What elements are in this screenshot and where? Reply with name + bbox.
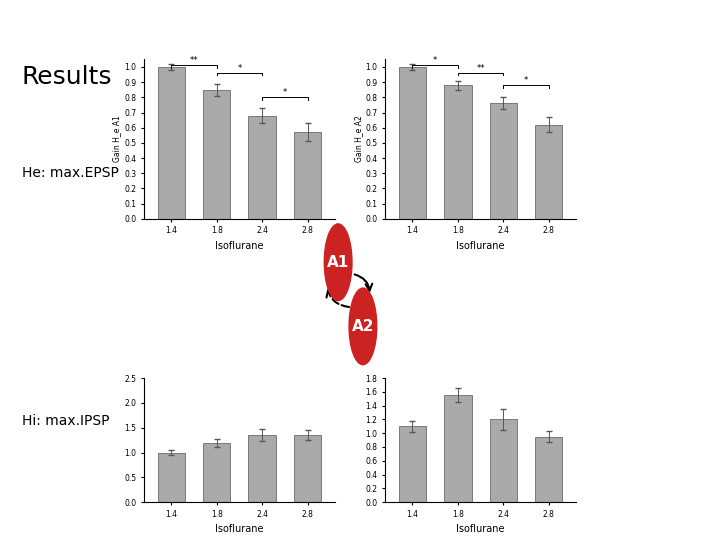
- Bar: [203, 90, 230, 219]
- Bar: [490, 420, 517, 502]
- Bar: [444, 395, 472, 502]
- Text: A2: A2: [351, 319, 374, 334]
- Text: Hi: max.IPSP: Hi: max.IPSP: [22, 414, 109, 428]
- Ellipse shape: [324, 224, 352, 301]
- Text: Results: Results: [22, 65, 112, 89]
- Bar: [490, 103, 517, 219]
- Text: *: *: [238, 64, 241, 72]
- X-axis label: Isoflurane: Isoflurane: [456, 524, 505, 535]
- Ellipse shape: [349, 288, 377, 364]
- FancyArrowPatch shape: [355, 274, 372, 291]
- Text: **: **: [477, 64, 485, 72]
- Bar: [294, 132, 321, 219]
- Text: ♖UCL: ♖UCL: [621, 8, 698, 32]
- Bar: [399, 67, 426, 219]
- Bar: [248, 116, 276, 219]
- Text: **: **: [190, 56, 198, 65]
- Bar: [535, 125, 562, 219]
- Bar: [158, 67, 185, 219]
- Bar: [203, 443, 230, 502]
- X-axis label: Isoflurane: Isoflurane: [215, 524, 264, 535]
- Bar: [535, 437, 562, 502]
- X-axis label: Isoflurane: Isoflurane: [456, 241, 505, 251]
- Text: *: *: [283, 88, 287, 97]
- Bar: [248, 435, 276, 502]
- Bar: [158, 453, 185, 502]
- X-axis label: Isoflurane: Isoflurane: [215, 241, 264, 251]
- Text: A1: A1: [327, 255, 349, 269]
- Y-axis label: Gain H_e A2: Gain H_e A2: [354, 116, 363, 163]
- Bar: [444, 85, 472, 219]
- Y-axis label: Gain H_e A1: Gain H_e A1: [112, 116, 122, 163]
- Bar: [294, 435, 321, 502]
- Text: *: *: [524, 76, 528, 85]
- FancyArrowPatch shape: [326, 290, 349, 307]
- Bar: [399, 426, 426, 502]
- Text: He: max.EPSP: He: max.EPSP: [22, 166, 119, 180]
- Text: *: *: [433, 56, 437, 65]
